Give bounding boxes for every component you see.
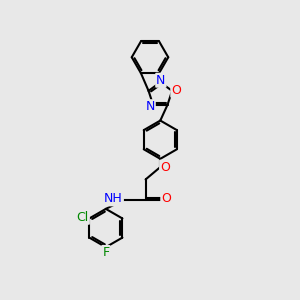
Text: Cl: Cl	[77, 211, 89, 224]
Text: NH: NH	[104, 192, 123, 206]
Text: O: O	[171, 84, 181, 97]
Text: F: F	[102, 246, 110, 259]
Text: N: N	[156, 74, 166, 87]
Text: O: O	[160, 160, 170, 174]
Text: O: O	[161, 192, 171, 206]
Text: N: N	[146, 100, 155, 113]
